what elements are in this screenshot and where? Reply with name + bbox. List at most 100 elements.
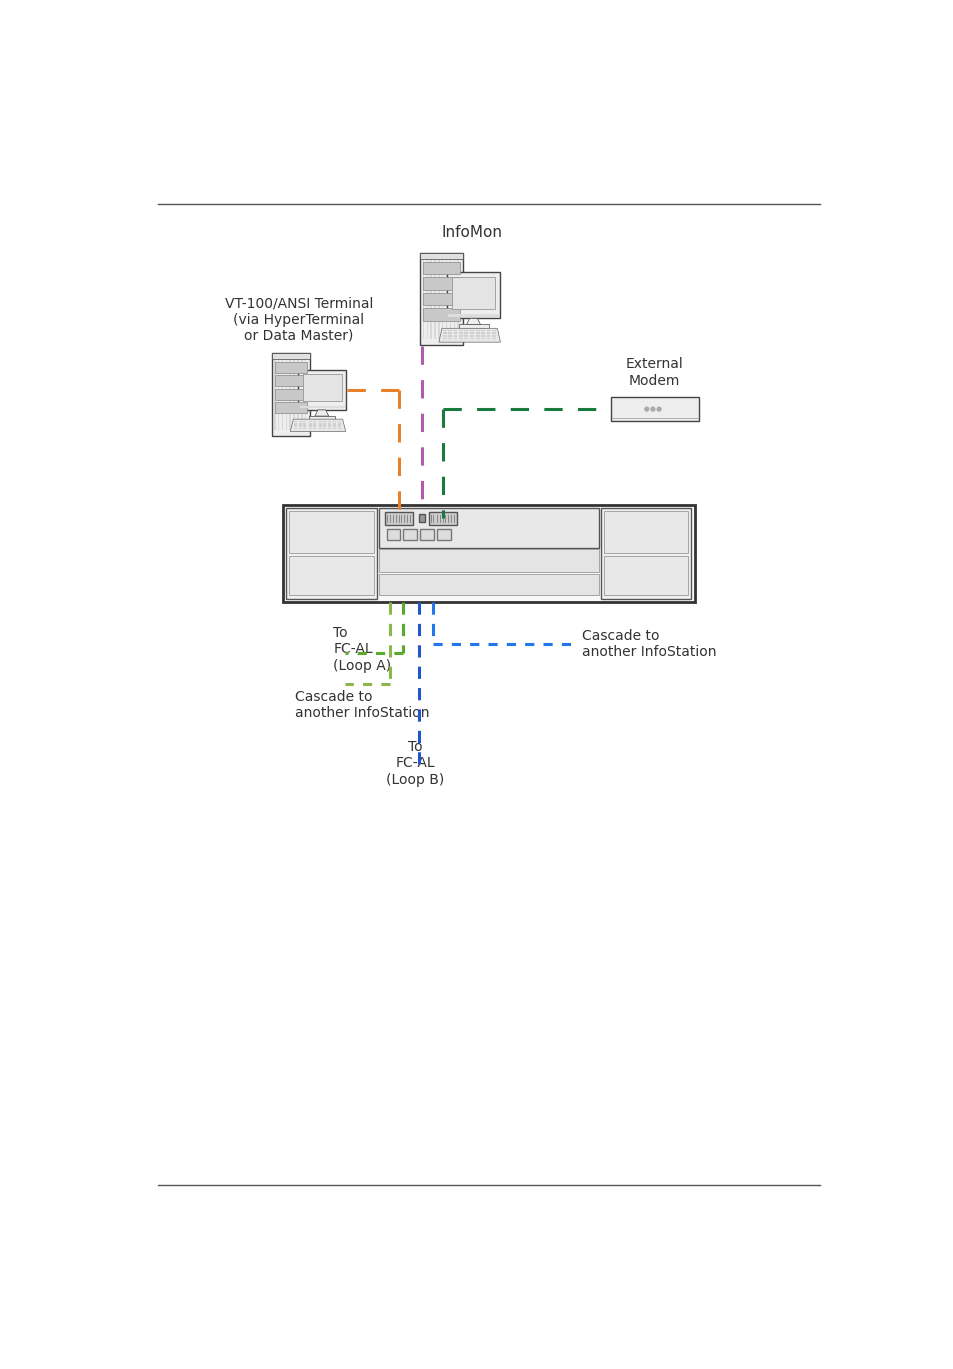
- Bar: [458, 330, 462, 331]
- Bar: [313, 420, 316, 422]
- Bar: [328, 423, 331, 424]
- Bar: [323, 427, 326, 428]
- Bar: [442, 333, 446, 334]
- Text: Cascade to
another InfoStation: Cascade to another InfoStation: [294, 690, 429, 720]
- Bar: [318, 426, 321, 427]
- Bar: [422, 259, 424, 340]
- Bar: [456, 259, 458, 340]
- Bar: [272, 353, 310, 359]
- Bar: [470, 335, 474, 337]
- Bar: [283, 505, 694, 601]
- Bar: [333, 427, 336, 428]
- Text: External
Modem: External Modem: [625, 357, 682, 387]
- Bar: [298, 420, 301, 422]
- Bar: [480, 333, 484, 334]
- Bar: [452, 278, 495, 309]
- Bar: [458, 335, 462, 337]
- Bar: [286, 508, 376, 598]
- Bar: [486, 330, 490, 331]
- Bar: [297, 359, 298, 430]
- Circle shape: [644, 407, 648, 411]
- Bar: [297, 370, 346, 409]
- Bar: [470, 330, 474, 331]
- Bar: [470, 333, 474, 334]
- Bar: [281, 359, 283, 430]
- Circle shape: [650, 407, 654, 411]
- Bar: [448, 338, 452, 340]
- Bar: [423, 293, 459, 305]
- Bar: [333, 426, 336, 427]
- Bar: [492, 333, 496, 334]
- Bar: [337, 420, 341, 422]
- Bar: [476, 335, 479, 337]
- Bar: [442, 338, 446, 340]
- Bar: [277, 359, 279, 430]
- Polygon shape: [466, 318, 480, 324]
- Bar: [434, 259, 436, 340]
- Bar: [337, 423, 341, 424]
- Bar: [448, 330, 452, 331]
- Bar: [378, 574, 598, 596]
- Bar: [309, 423, 312, 424]
- Bar: [458, 338, 462, 340]
- Bar: [453, 335, 456, 337]
- Bar: [480, 335, 484, 337]
- Bar: [294, 427, 297, 428]
- Bar: [600, 508, 691, 598]
- Bar: [323, 423, 326, 424]
- Bar: [492, 335, 496, 337]
- Bar: [603, 556, 688, 596]
- Bar: [289, 511, 374, 553]
- Bar: [303, 420, 306, 422]
- Bar: [323, 426, 326, 427]
- Bar: [464, 333, 468, 334]
- Bar: [298, 427, 301, 428]
- Bar: [274, 363, 307, 372]
- Bar: [386, 530, 400, 539]
- Bar: [470, 338, 474, 340]
- Bar: [333, 420, 336, 422]
- Bar: [476, 338, 479, 340]
- Text: InfoMon: InfoMon: [441, 225, 502, 240]
- Bar: [333, 423, 336, 424]
- Bar: [448, 315, 498, 316]
- Bar: [418, 513, 425, 522]
- Bar: [294, 420, 297, 422]
- Bar: [453, 259, 455, 340]
- Polygon shape: [438, 329, 500, 342]
- Bar: [337, 427, 341, 428]
- Bar: [328, 427, 331, 428]
- Bar: [420, 253, 462, 259]
- Bar: [274, 375, 307, 386]
- Bar: [476, 333, 479, 334]
- Text: Cascade to
another InfoStation: Cascade to another InfoStation: [581, 628, 716, 658]
- Bar: [293, 359, 294, 430]
- Bar: [446, 272, 500, 318]
- Bar: [442, 335, 446, 337]
- Bar: [303, 427, 306, 428]
- Bar: [436, 530, 451, 539]
- Bar: [486, 335, 490, 337]
- Bar: [476, 330, 479, 331]
- Bar: [453, 338, 456, 340]
- Bar: [480, 330, 484, 331]
- Bar: [294, 423, 297, 424]
- Bar: [303, 423, 306, 424]
- Bar: [492, 338, 496, 340]
- Bar: [313, 426, 316, 427]
- Text: To
FC-AL
(Loop B): To FC-AL (Loop B): [385, 741, 444, 787]
- Bar: [437, 259, 439, 340]
- Bar: [298, 423, 301, 424]
- Bar: [289, 359, 291, 430]
- Bar: [445, 259, 447, 340]
- Bar: [309, 416, 335, 420]
- Bar: [309, 426, 312, 427]
- Bar: [323, 420, 326, 422]
- Bar: [294, 426, 297, 427]
- Bar: [453, 330, 456, 331]
- Bar: [458, 324, 488, 329]
- Bar: [289, 556, 374, 596]
- Bar: [453, 333, 456, 334]
- Bar: [403, 530, 416, 539]
- Bar: [464, 335, 468, 337]
